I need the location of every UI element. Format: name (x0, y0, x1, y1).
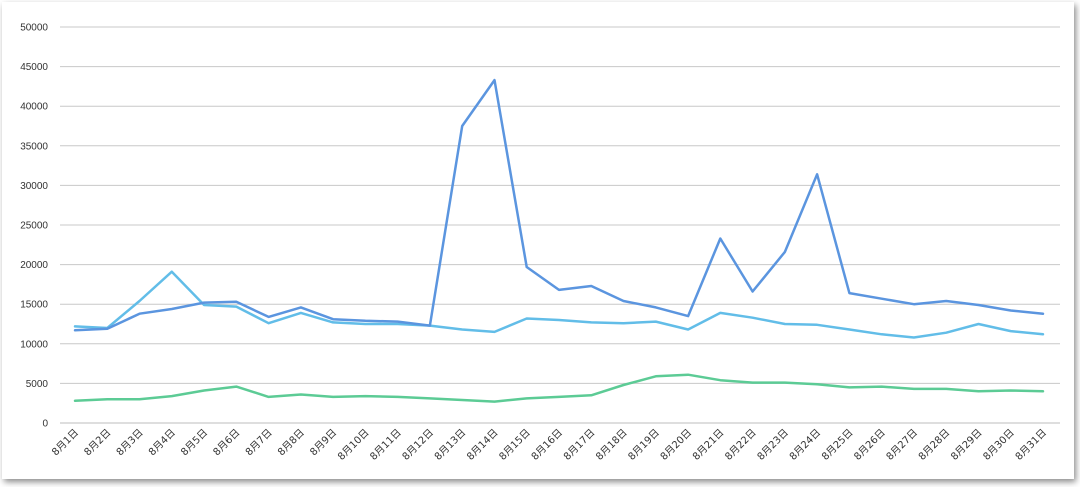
x-tick-label: 8月10日 (335, 427, 371, 463)
x-tick-label: 8月5日 (179, 427, 211, 459)
x-tick-label: 8月8日 (275, 427, 307, 459)
x-tick-label: 8月31日 (1013, 427, 1049, 463)
x-tick-label: 8月15日 (497, 427, 533, 463)
x-tick-label: 8月3日 (114, 427, 146, 459)
x-tick-label: 8月9日 (308, 427, 340, 459)
x-tick-label: 8月14日 (464, 427, 500, 463)
y-tick-label: 15000 (20, 300, 48, 311)
y-tick-label: 0 (42, 419, 48, 430)
x-tick-label: 8月22日 (723, 427, 759, 463)
y-tick-label: 40000 (20, 102, 48, 113)
x-tick-label: 8月28日 (916, 427, 952, 463)
y-tick-label: 50000 (20, 23, 48, 34)
y-tick-label: 20000 (20, 260, 48, 271)
y-tick-label: 5000 (26, 379, 49, 390)
y-axis-ticks: 0 5000 10000 15000 20000 25000 30000 35000 40000… (20, 23, 48, 430)
x-tick-label: 8月27日 (884, 427, 920, 463)
x-tick-label: 8月29日 (948, 427, 984, 463)
x-tick-label: 8月20日 (658, 427, 694, 463)
x-tick-label: 8月16日 (529, 427, 565, 463)
series-lines (73, 78, 1045, 403)
x-tick-label: 8月12日 (400, 427, 436, 463)
y-tick-label: 45000 (20, 62, 48, 73)
x-tick-label: 8月4日 (146, 427, 178, 459)
x-tick-label: 8月7日 (243, 427, 275, 459)
gridlines (60, 26, 1060, 424)
x-tick-label: 8月1日 (49, 427, 81, 459)
x-tick-label: 8月26日 (852, 427, 888, 463)
x-tick-label: 8月23日 (755, 427, 791, 463)
x-tick-label: 8月30日 (981, 427, 1017, 463)
x-tick-label: 8月25日 (819, 427, 855, 463)
x-tick-label: 8月18日 (594, 427, 630, 463)
x-tick-label: 8月19日 (626, 427, 662, 463)
series-line-1 (73, 78, 1045, 332)
x-tick-label: 8月6日 (211, 427, 243, 459)
y-tick-label: 30000 (20, 181, 48, 192)
x-tick-label: 8月21日 (690, 427, 726, 463)
series-line-2 (73, 270, 1045, 339)
y-tick-label: 35000 (20, 141, 48, 152)
y-tick-label: 25000 (20, 221, 48, 232)
x-tick-label: 8月13日 (432, 427, 468, 463)
chart-frame (2, 2, 1074, 479)
x-tick-label: 8月11日 (368, 427, 404, 463)
x-tick-label: 8月17日 (561, 427, 597, 463)
x-tick-label: 8月2日 (82, 427, 114, 459)
y-tick-label: 10000 (20, 339, 48, 350)
x-tick-label: 8月24日 (787, 427, 823, 463)
x-axis-ticks: 8月1日 8月2日 8月3日 8月4日 8月5日 8月6日 8月7日 8月8日 8月9日8月10… (49, 427, 1049, 463)
series-line-3 (73, 373, 1045, 403)
